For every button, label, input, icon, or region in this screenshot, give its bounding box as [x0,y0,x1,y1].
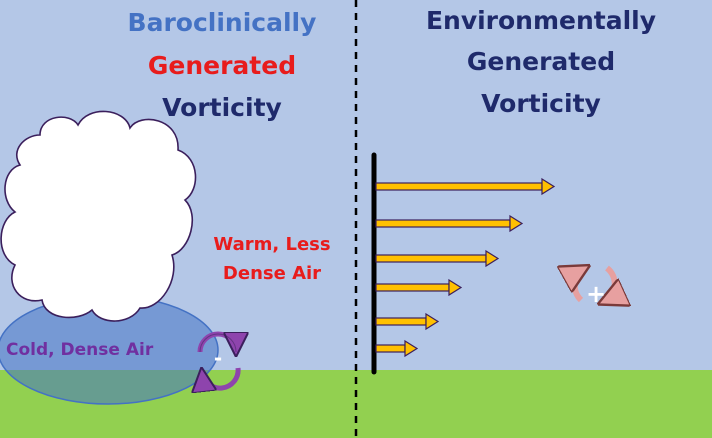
right-title-line-1: Environmentally [425,6,657,35]
vortex-right-sign: + [586,280,606,308]
wind-arrow-5 [375,312,440,331]
wind-arrow-6 [375,339,419,358]
vortex-left-icon: - [200,331,238,388]
left-title-line-1: Baroclinically [127,8,317,37]
vortex-right-icon: + [575,268,615,308]
cold-air-label: Cold, Dense Air [6,340,154,360]
right-title-line-3: Vorticity [481,89,601,118]
warm-air-label-line-2: Dense Air [222,263,322,284]
left-title-line-2: Generated [147,51,297,80]
wind-arrow-1 [375,177,556,196]
cloud [0,110,197,322]
wind-arrow-2 [375,214,524,233]
right-title-line-2: Generated [466,47,616,76]
left-title-line-3: Vorticity [162,93,282,122]
wind-arrow-4 [375,278,463,297]
warm-air-label-line-1: Warm, Less [213,234,331,255]
wind-arrow-3 [375,249,500,268]
vortex-left-sign: - [214,346,222,370]
